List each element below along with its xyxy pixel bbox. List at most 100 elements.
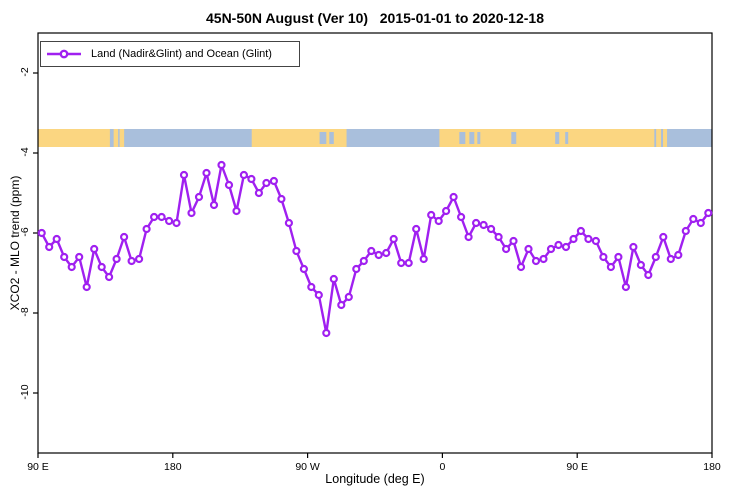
- map-strip-lake: [565, 132, 569, 144]
- data-point-marker: [412, 224, 421, 234]
- data-point-marker: [509, 236, 518, 246]
- data-point-marker: [606, 262, 616, 272]
- data-point-marker: [60, 252, 69, 262]
- data-point-marker: [524, 244, 533, 254]
- data-point-marker: [329, 274, 338, 284]
- legend-line-marker-icon: [47, 49, 81, 59]
- data-point-marker: [322, 328, 331, 338]
- data-point-marker: [427, 210, 436, 220]
- data-point-marker: [666, 254, 675, 264]
- data-point-marker: [576, 226, 586, 236]
- data-point-marker: [681, 226, 690, 236]
- data-series-line: [40, 163, 710, 335]
- data-point-marker: [90, 244, 99, 254]
- data-point-marker: [127, 256, 136, 266]
- map-strip-land: [663, 129, 668, 147]
- data-point-marker: [299, 264, 308, 274]
- data-point-marker: [704, 208, 713, 218]
- data-point-marker: [644, 270, 653, 280]
- data-point-marker: [696, 218, 705, 228]
- data-point-marker: [689, 214, 698, 224]
- data-point-marker: [546, 244, 556, 254]
- data-point-marker: [277, 194, 286, 204]
- data-point-marker: [659, 232, 668, 242]
- data-point-marker: [539, 254, 548, 264]
- data-point-marker: [479, 220, 488, 230]
- map-strip-land: [439, 129, 655, 147]
- data-point-marker: [554, 240, 563, 250]
- map-strip-land: [119, 129, 125, 147]
- data-point-marker: [487, 224, 496, 234]
- data-point-marker: [150, 212, 159, 222]
- x-tick-label: 180: [703, 461, 721, 473]
- data-point-marker: [629, 242, 638, 252]
- data-point-marker: [52, 234, 61, 244]
- data-point-marker: [254, 188, 263, 198]
- data-point-marker: [344, 292, 353, 302]
- data-point-marker: [165, 216, 174, 226]
- data-point-marker: [187, 208, 196, 218]
- data-point-marker: [67, 262, 76, 272]
- data-point-marker: [45, 242, 54, 252]
- data-point-marker: [561, 242, 571, 252]
- data-point-marker: [502, 244, 511, 254]
- data-point-marker: [232, 206, 241, 216]
- data-point-marker: [614, 252, 623, 262]
- data-point-marker: [157, 212, 166, 222]
- data-point-marker: [262, 178, 271, 188]
- data-point-marker: [419, 254, 428, 264]
- data-point-marker: [142, 224, 151, 234]
- data-point-marker: [389, 234, 398, 244]
- data-point-marker: [636, 260, 646, 270]
- data-point-marker: [591, 236, 601, 246]
- data-point-marker: [472, 218, 481, 228]
- data-point-marker: [352, 264, 361, 274]
- data-point-marker: [457, 212, 466, 222]
- data-point-marker: [172, 218, 181, 228]
- legend-label: Land (Nadir&Glint) and Ocean (Glint): [91, 48, 272, 60]
- x-tick-label: 90 W: [295, 461, 320, 473]
- y-axis-label: XCO2 - MLO trend (ppm): [8, 175, 22, 311]
- data-point-marker: [434, 216, 443, 226]
- map-strip-lake: [469, 132, 475, 144]
- x-tick-label: 90 E: [27, 461, 49, 473]
- data-point-marker: [397, 258, 406, 268]
- chart-title: 45N-50N August (Ver 10) 2015-01-01 to 20…: [206, 10, 544, 26]
- data-point-marker: [97, 262, 106, 272]
- y-tick-label: -10: [19, 384, 31, 400]
- data-point-marker: [494, 232, 503, 242]
- data-point-marker: [367, 246, 376, 256]
- data-point-marker: [284, 218, 293, 228]
- data-point-marker: [651, 252, 660, 262]
- x-axis-label: Longitude (deg E): [325, 472, 425, 486]
- data-point-marker: [621, 282, 631, 292]
- data-point-marker: [119, 232, 129, 242]
- data-point-marker: [37, 228, 46, 238]
- data-point-marker: [314, 290, 323, 300]
- data-point-marker: [135, 254, 144, 264]
- data-point-marker: [104, 272, 114, 282]
- data-point-marker: [194, 192, 204, 202]
- x-tick-label: 0: [439, 461, 446, 473]
- data-point-marker: [75, 252, 84, 262]
- y-tick-label: -4: [19, 147, 31, 157]
- data-point-marker: [82, 282, 91, 292]
- data-point-marker: [239, 170, 248, 180]
- data-point-marker: [224, 180, 234, 190]
- data-point-marker: [359, 256, 368, 266]
- data-point-marker: [202, 168, 211, 178]
- data-point-marker: [464, 232, 473, 242]
- map-strip-lake: [329, 132, 334, 144]
- data-point-marker: [404, 258, 413, 268]
- data-point-marker: [374, 250, 383, 260]
- data-point-marker: [209, 200, 219, 210]
- map-strip-lake: [459, 132, 466, 144]
- data-point-marker: [442, 206, 451, 216]
- x-tick-label: 180: [164, 461, 182, 473]
- map-strip-lake: [477, 132, 481, 144]
- data-point-marker: [269, 176, 278, 186]
- data-point-marker: [531, 256, 541, 266]
- map-strip-land: [113, 129, 119, 147]
